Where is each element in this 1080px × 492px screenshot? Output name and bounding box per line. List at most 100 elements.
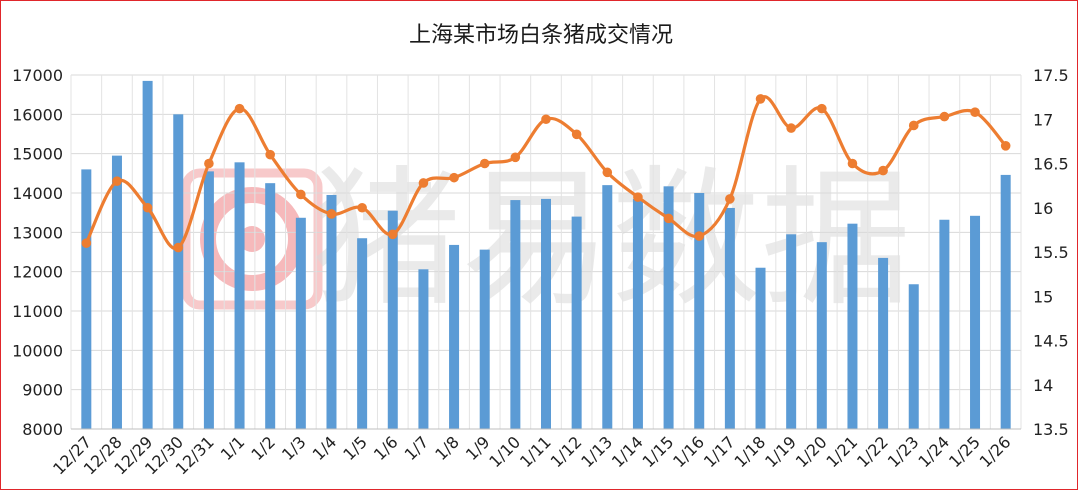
bar: [295, 217, 306, 429]
line-point: [633, 192, 643, 202]
x-tick-label: 1/25: [945, 432, 984, 471]
line-point: [663, 213, 674, 224]
line-point: [786, 123, 796, 133]
x-tick-label: 1/11: [516, 432, 555, 471]
x-tick-label: 1/13: [577, 432, 616, 471]
bar: [449, 244, 460, 429]
line-point: [725, 194, 735, 204]
bar: [663, 186, 674, 429]
line-point: [265, 149, 275, 160]
bar: [602, 185, 613, 429]
y-left-tick-label: 16000: [12, 105, 63, 124]
bar: [755, 267, 766, 429]
bar: [970, 215, 981, 429]
line-point: [449, 172, 459, 183]
line-point: [817, 103, 827, 114]
x-tick-label: 1/15: [639, 432, 678, 471]
line-point: [1000, 141, 1011, 151]
line-point: [357, 202, 367, 213]
y-left-tick-label: 9000: [22, 381, 63, 400]
line-point: [694, 231, 705, 241]
y-right-tick-label: 14.5: [1033, 332, 1069, 351]
line-point: [847, 158, 858, 169]
line-point: [479, 158, 490, 169]
x-tick-label: 1/7: [401, 432, 433, 464]
line-point: [970, 107, 980, 117]
bar: [234, 162, 245, 429]
y-right-tick-label: 16.5: [1033, 155, 1069, 174]
line-point: [510, 152, 521, 163]
y-right-tick-label: 13.5: [1033, 420, 1069, 439]
line-point: [81, 238, 92, 248]
bar: [786, 234, 797, 429]
bar: [203, 171, 214, 429]
x-tick-label: 1/16: [669, 432, 708, 471]
bar: [173, 114, 184, 429]
y-left-tick-label: 11000: [12, 302, 63, 321]
bar: [357, 238, 368, 429]
bar: [510, 200, 521, 429]
line-point: [234, 103, 245, 114]
bar-series: [81, 80, 1011, 430]
y-right-tick-label: 14: [1033, 376, 1053, 395]
x-tick-label: 1/4: [309, 432, 341, 464]
x-tick-label: 1/21: [822, 432, 861, 471]
y-left-tick-label: 17000: [12, 66, 63, 85]
x-tick-label: 1/18: [730, 432, 769, 471]
bar: [939, 219, 950, 429]
line-point: [878, 165, 888, 176]
x-tick-label: 1/22: [853, 432, 892, 471]
bar: [816, 242, 827, 429]
watermark-logo-outer: [181, 168, 323, 310]
gridlines: [70, 74, 1022, 430]
line-point: [908, 120, 919, 131]
x-tick-label: 1/23: [884, 432, 923, 471]
bar: [1000, 174, 1011, 429]
bar: [111, 155, 122, 429]
y-left-tick-label: 13000: [12, 223, 63, 242]
y-right-tick-label: 16: [1033, 199, 1053, 218]
line-point: [204, 158, 214, 169]
x-tick-label: 1/6: [370, 432, 402, 464]
bar: [265, 183, 276, 429]
y-right-tick-label: 17: [1033, 110, 1053, 129]
x-tick-label: 1/10: [485, 432, 524, 471]
bar: [847, 223, 858, 429]
bar: [142, 80, 153, 430]
bar: [479, 249, 490, 429]
line-point: [112, 176, 122, 186]
y-right-tick-label: 15.5: [1033, 243, 1069, 262]
line-point: [387, 229, 398, 240]
line-point: [418, 178, 429, 188]
line-point: [173, 242, 184, 253]
bar: [724, 207, 735, 429]
x-tick-label: 1/8: [431, 432, 463, 464]
x-tick-label: 1/5: [339, 432, 371, 464]
y-right-tick-label: 17.5: [1033, 66, 1069, 85]
x-tick-label: 1/3: [278, 432, 310, 464]
line-point: [142, 202, 153, 213]
x-tick-label: 1/17: [700, 432, 739, 471]
y-left-tick-label: 10000: [12, 341, 63, 360]
line-point: [541, 114, 551, 125]
bar: [632, 198, 643, 429]
line-point: [571, 129, 582, 140]
y-left-tick-label: 15000: [12, 145, 63, 164]
bar: [541, 198, 551, 429]
chart-title: 上海某市场白条猪成交情况: [409, 23, 673, 48]
x-tick-label: 1/24: [914, 432, 953, 471]
line-point: [939, 111, 950, 122]
y-left-tick-label: 8000: [22, 420, 63, 439]
x-tick-label: 1/1: [217, 432, 249, 464]
bar: [908, 284, 919, 429]
bar: [694, 193, 705, 429]
bar: [878, 257, 889, 429]
x-tick-label: 1/12: [547, 432, 586, 471]
line-point: [326, 209, 337, 219]
x-tick-label: 1/14: [608, 432, 647, 471]
bar: [326, 194, 337, 429]
x-tick-label: 1/2: [247, 432, 279, 464]
bar: [571, 216, 582, 429]
